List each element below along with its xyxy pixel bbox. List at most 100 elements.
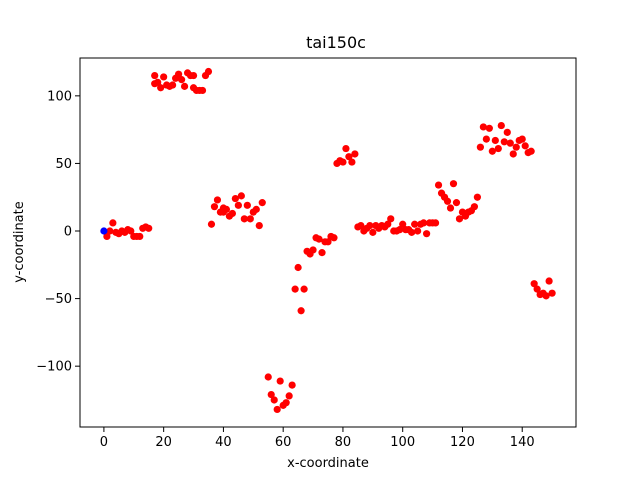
data-point	[414, 227, 422, 235]
data-point	[189, 71, 198, 80]
data-point	[297, 307, 305, 315]
data-point	[408, 228, 416, 236]
x-axis-ticks: 0 20 40 60 80 100 120 140	[100, 427, 535, 450]
data-point	[222, 205, 231, 213]
data-point	[396, 226, 404, 234]
data-point	[252, 205, 260, 213]
data-point	[533, 285, 541, 293]
data-point	[300, 285, 308, 293]
data-point	[127, 227, 135, 235]
data-point	[109, 219, 117, 227]
data-point	[231, 194, 239, 203]
data-point	[434, 181, 443, 189]
chart-title: tai150c	[306, 33, 366, 52]
x-tick-label: 120	[450, 435, 475, 450]
x-tick-label: 20	[155, 435, 172, 450]
data-point	[443, 197, 452, 205]
data-point	[431, 219, 440, 227]
data-point	[500, 138, 508, 146]
data-point	[485, 124, 493, 132]
data-point	[345, 153, 353, 161]
data-point	[366, 222, 374, 230]
data-point	[545, 277, 553, 285]
data-point	[369, 228, 377, 236]
data-point	[291, 285, 299, 293]
data-point	[288, 381, 296, 389]
data-point	[246, 215, 254, 223]
data-point	[175, 70, 183, 78]
data-point	[318, 249, 326, 257]
data-point	[357, 222, 365, 230]
data-point	[530, 280, 538, 288]
data-point	[204, 67, 213, 76]
data-point	[151, 71, 159, 80]
data-point	[512, 143, 520, 151]
data-point	[503, 128, 511, 136]
y-tick-label: 50	[55, 157, 72, 172]
data-point	[509, 150, 517, 158]
data-point	[309, 246, 317, 254]
data-point	[157, 84, 165, 92]
data-point	[213, 196, 222, 204]
data-point	[210, 203, 219, 211]
data-point	[482, 135, 490, 143]
data-point	[228, 209, 236, 218]
data-point	[100, 227, 108, 235]
data-point	[294, 263, 302, 272]
data-point	[160, 73, 168, 81]
data-point	[264, 373, 272, 381]
data-point	[136, 232, 144, 241]
data-point	[423, 230, 431, 238]
data-point	[177, 76, 186, 84]
data-point	[452, 199, 461, 207]
data-point	[324, 238, 332, 246]
data-point	[339, 158, 347, 166]
data-point	[106, 227, 114, 235]
data-point	[521, 142, 529, 150]
plot-area-frame	[79, 57, 577, 428]
data-point	[348, 158, 356, 166]
data-point	[497, 121, 505, 130]
x-tick-label: 60	[275, 435, 292, 450]
data-point	[399, 220, 407, 228]
data-point	[449, 180, 458, 188]
data-point	[273, 405, 281, 414]
data-point	[387, 215, 395, 223]
points-layer	[100, 67, 556, 414]
data-point	[342, 144, 350, 153]
data-point	[542, 292, 550, 300]
data-point	[243, 201, 251, 209]
data-point	[240, 215, 248, 223]
data-point	[506, 139, 514, 147]
data-point	[470, 203, 479, 211]
data-point	[473, 193, 481, 201]
y-tick-label: −50	[45, 292, 72, 307]
data-point	[207, 220, 216, 228]
data-point	[527, 147, 535, 155]
data-point	[276, 377, 284, 385]
data-point	[285, 392, 293, 400]
data-point	[548, 289, 556, 297]
x-tick-label: 0	[100, 435, 108, 450]
data-point	[267, 390, 275, 399]
data-point	[491, 136, 499, 145]
data-point	[103, 232, 111, 241]
data-point	[270, 396, 278, 404]
y-tick-label: −100	[36, 360, 72, 375]
data-point	[169, 81, 177, 89]
data-point	[420, 219, 428, 227]
data-point	[494, 144, 502, 153]
data-point	[411, 220, 419, 228]
data-point	[198, 86, 207, 95]
y-axis-ticks: −100 −50 0 50 100	[36, 89, 80, 375]
data-point	[488, 147, 496, 155]
data-point	[351, 150, 359, 158]
data-point	[258, 199, 266, 207]
x-tick-label: 140	[510, 435, 535, 450]
data-point	[315, 235, 323, 243]
data-point	[479, 123, 487, 131]
data-point	[237, 192, 245, 200]
data-point	[145, 224, 153, 232]
x-tick-label: 80	[335, 435, 352, 450]
